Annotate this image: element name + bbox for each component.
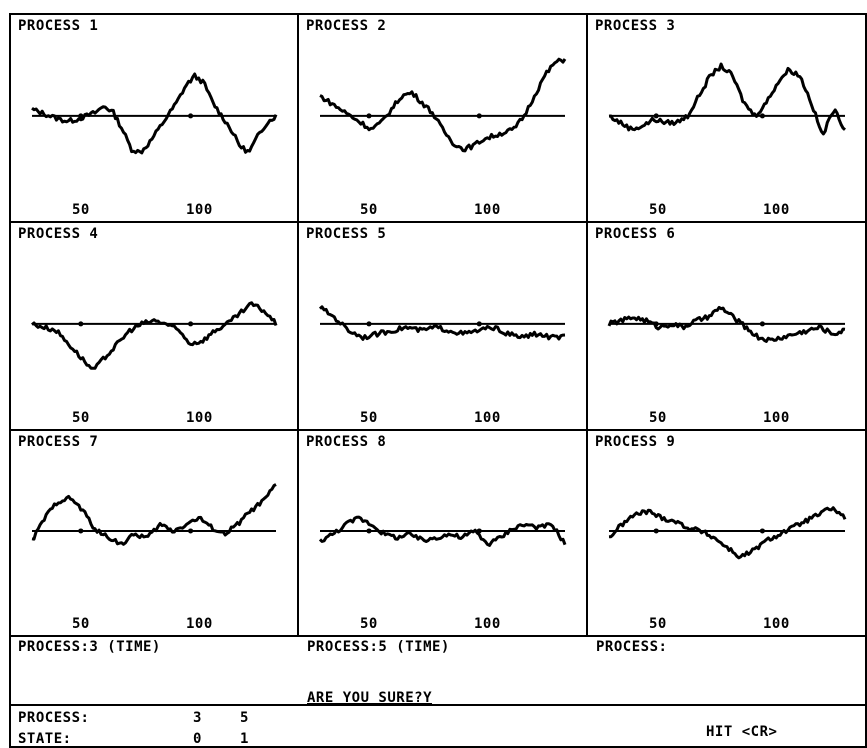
x-tick-label: 100 <box>474 410 501 426</box>
panel-title: PROCESS 3 <box>595 18 676 34</box>
x-tick-label: 50 <box>649 202 667 218</box>
baseline-marker <box>759 113 765 119</box>
process-trace <box>608 506 847 560</box>
x-tick-label: 100 <box>186 202 213 218</box>
x-tick-label: 100 <box>474 616 501 632</box>
panel-title: PROCESS 1 <box>18 18 99 34</box>
process-trace <box>31 483 277 546</box>
status-state-a: 0 <box>193 731 202 747</box>
x-tick-label: 100 <box>763 410 790 426</box>
baseline-marker <box>653 528 659 534</box>
x-tick-label: 100 <box>186 410 213 426</box>
baseline-marker <box>78 113 84 119</box>
baseline-marker <box>366 321 372 327</box>
baseline-marker <box>759 528 765 534</box>
baseline-marker <box>476 113 482 119</box>
selection-third: PROCESS: <box>596 639 668 655</box>
x-tick-label: 100 <box>186 616 213 632</box>
x-tick-label: 50 <box>360 616 378 632</box>
panel-title: PROCESS 7 <box>18 434 99 450</box>
x-tick-label: 50 <box>72 202 90 218</box>
baseline-marker <box>78 321 84 327</box>
panel-title: PROCESS 9 <box>595 434 676 450</box>
baseline-marker <box>78 528 84 534</box>
panel-title: PROCESS 4 <box>18 226 99 242</box>
status-process-b: 5 <box>240 710 249 726</box>
panel-title: PROCESS 6 <box>595 226 676 242</box>
baseline-marker <box>188 321 194 327</box>
baseline-marker <box>653 113 659 119</box>
panel-title: PROCESS 8 <box>306 434 387 450</box>
baseline-marker <box>188 528 194 534</box>
status-process-a: 3 <box>193 710 202 726</box>
x-tick-label: 50 <box>649 616 667 632</box>
process-trace <box>319 57 567 153</box>
outer-frame <box>9 13 867 748</box>
x-tick-label: 50 <box>72 410 90 426</box>
x-tick-label: 50 <box>72 616 90 632</box>
x-tick-label: 100 <box>474 202 501 218</box>
process-trace <box>607 305 846 343</box>
process-trace <box>318 305 566 341</box>
baseline-marker <box>759 321 765 327</box>
selection-second: PROCESS:5 (TIME) <box>307 639 450 655</box>
process-trace <box>608 62 847 136</box>
status-state-label: STATE: <box>18 731 72 747</box>
baseline-marker <box>366 113 372 119</box>
baseline-marker <box>476 321 482 327</box>
x-tick-label: 50 <box>649 410 667 426</box>
x-tick-label: 50 <box>360 410 378 426</box>
status-process-label: PROCESS: <box>18 710 90 726</box>
panel-title: PROCESS 5 <box>306 226 387 242</box>
baseline-marker <box>653 321 659 327</box>
baseline-marker <box>188 113 194 119</box>
selection-first: PROCESS:3 (TIME) <box>18 639 161 655</box>
baseline-marker <box>476 528 482 534</box>
status-state-b: 1 <box>240 731 249 747</box>
process-trace <box>31 301 278 370</box>
baseline-marker <box>366 528 372 534</box>
confirm-prompt[interactable]: ARE YOU SURE?Y <box>307 690 433 706</box>
x-tick-label: 100 <box>763 616 790 632</box>
process-trace <box>318 515 567 547</box>
x-tick-label: 100 <box>763 202 790 218</box>
process-trace <box>31 72 278 155</box>
hit-cr-hint[interactable]: HIT <CR> <box>706 724 778 740</box>
panel-title: PROCESS 2 <box>306 18 387 34</box>
x-tick-label: 50 <box>360 202 378 218</box>
